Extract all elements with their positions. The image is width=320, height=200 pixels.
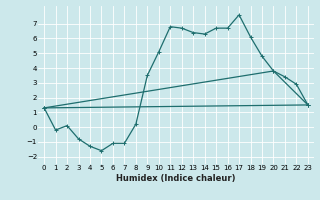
X-axis label: Humidex (Indice chaleur): Humidex (Indice chaleur) (116, 174, 236, 183)
